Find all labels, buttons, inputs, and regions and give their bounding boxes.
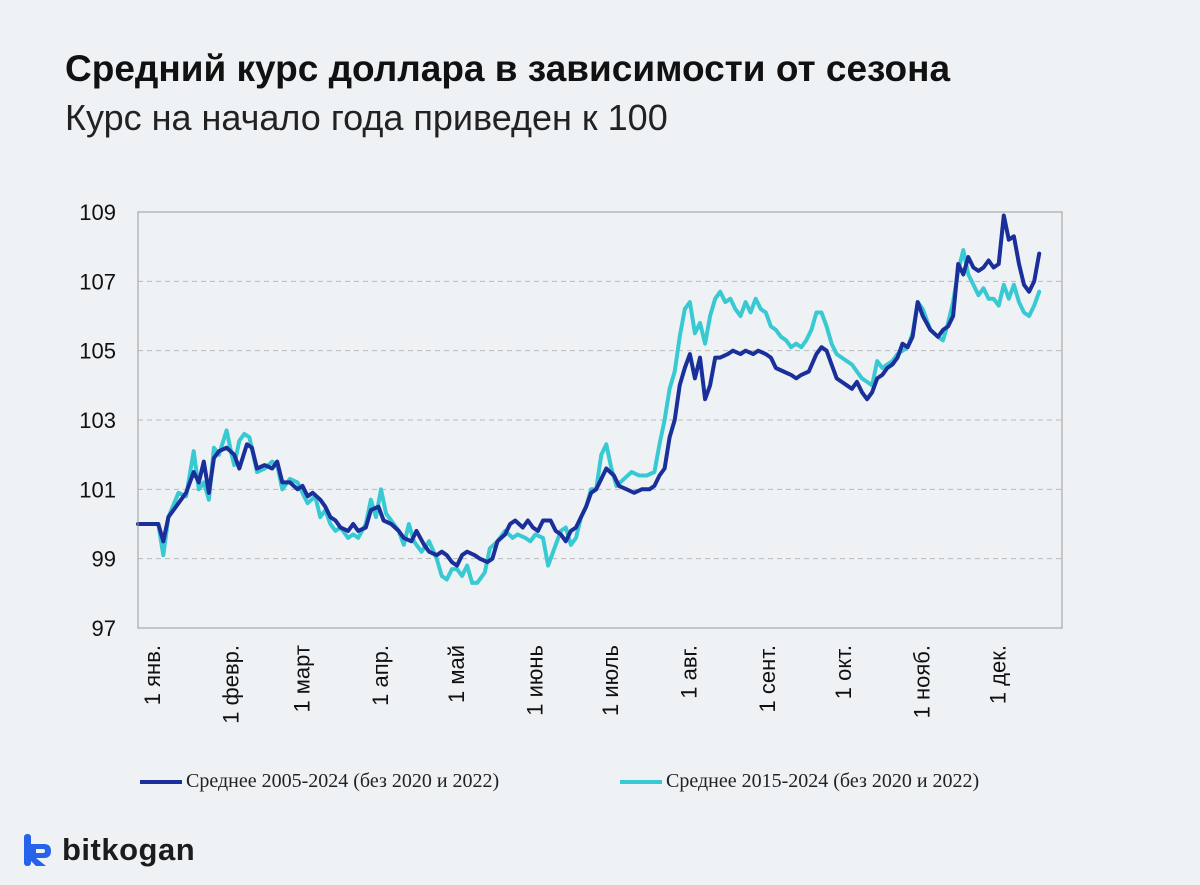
y-tick-label: 107 [79, 269, 116, 294]
legend-item-series-2: Среднее 2015-2024 (без 2020 и 2022) [620, 770, 979, 793]
x-tick-label: 1 окт. [831, 645, 856, 699]
y-tick-label: 99 [92, 547, 116, 572]
y-tick-label: 97 [92, 616, 116, 641]
chart-title: Средний курс доллара в зависимости от се… [65, 48, 951, 89]
legend-swatch-series-1 [140, 779, 182, 784]
legend: Среднее 2005-2024 (без 2020 и 2022) Сред… [0, 770, 1200, 800]
y-tick-label: 105 [79, 339, 116, 364]
legend-label-series-1: Среднее 2005-2024 (без 2020 и 2022) [186, 770, 500, 792]
series-line-1 [136, 213, 1042, 568]
chart-subtitle: Курс на начало года приведен к 100 [65, 97, 668, 138]
x-tick-label: 1 нояб. [910, 645, 935, 718]
y-tick-label: 101 [79, 477, 116, 502]
x-tick-label: 1 март [289, 645, 314, 713]
x-tick-label: 1 авг. [677, 645, 702, 699]
x-tick-label: 1 май [444, 645, 469, 703]
y-tick-label: 103 [79, 408, 116, 433]
brand-logo: bitkogan [22, 832, 195, 868]
x-tick-label: 1 июнь [522, 645, 547, 716]
grid-lines [138, 280, 1062, 560]
x-tick-label: 1 дек. [986, 645, 1011, 704]
series-line-2 [136, 248, 1042, 585]
y-tick-label: 109 [79, 200, 116, 225]
x-tick-label: 1 апр. [368, 645, 393, 706]
legend-swatch-series-2 [620, 779, 662, 784]
x-tick-label: 1 янв. [140, 645, 165, 705]
x-tick-label: 1 июль [598, 645, 623, 716]
legend-label-series-2: Среднее 2015-2024 (без 2020 и 2022) [666, 770, 980, 792]
x-axis-ticks: 1 янв. 1 февр. 1 март 1 апр. 1 май 1 июнь 1 ию… [140, 645, 1011, 724]
series-lines [136, 213, 1042, 585]
x-tick-label: 1 февр. [218, 645, 243, 724]
plot-frame [137, 211, 1063, 629]
bitkogan-logo-icon [24, 834, 51, 866]
y-axis-ticks: 97 99 101 103 105 107 109 [79, 200, 116, 641]
x-tick-label: 1 сент. [755, 645, 780, 712]
legend-item-series-1: Среднее 2005-2024 (без 2020 и 2022) [140, 770, 499, 793]
brand-name: bitkogan [62, 832, 196, 867]
